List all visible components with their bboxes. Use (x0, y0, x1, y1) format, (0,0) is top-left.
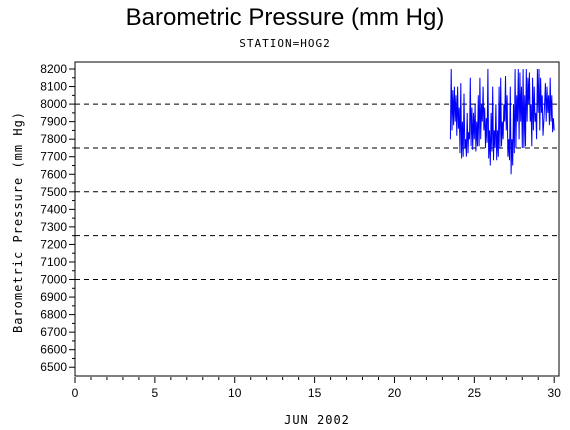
y-axis-title: Barometric Pressure (mm Hg) (11, 111, 25, 333)
x-tick-label: 30 (548, 386, 562, 400)
y-tick-label: 6500 (40, 360, 67, 374)
y-tick-label: 7100 (40, 255, 67, 269)
x-axis-title: JUN 2002 (284, 413, 350, 427)
y-tick-label: 8000 (40, 97, 67, 111)
x-tick-label: 20 (388, 386, 402, 400)
x-tick-label: 10 (228, 386, 242, 400)
y-tick-label: 8200 (40, 62, 67, 76)
y-tick-label: 6800 (40, 308, 67, 322)
x-tick-label: 0 (72, 386, 79, 400)
y-tick-label: 7200 (40, 237, 67, 251)
y-tick-label: 6600 (40, 343, 67, 357)
chart-subtitle: STATION=HOG2 (239, 37, 331, 50)
y-tick-label: 6900 (40, 290, 67, 304)
y-tick-label: 7900 (40, 115, 67, 129)
x-tick-label: 5 (152, 386, 159, 400)
plot-frame (74, 61, 560, 377)
x-tick-label: 15 (308, 386, 322, 400)
y-tick-label: 8100 (40, 80, 67, 94)
y-tick-label: 7600 (40, 167, 67, 181)
chart-title: Barometric Pressure (mm Hg) (125, 4, 445, 31)
y-tick-label: 7400 (40, 202, 67, 216)
y-tick-label: 7700 (40, 150, 67, 164)
y-tick-label: 7800 (40, 132, 67, 146)
y-tick-label: 7000 (40, 273, 67, 287)
pressure-series-line (449, 68, 555, 175)
y-tick-label: 7300 (40, 220, 67, 234)
y-tick-label: 6700 (40, 325, 67, 339)
y-tick-label: 7500 (40, 185, 67, 199)
x-tick-label: 25 (468, 386, 482, 400)
